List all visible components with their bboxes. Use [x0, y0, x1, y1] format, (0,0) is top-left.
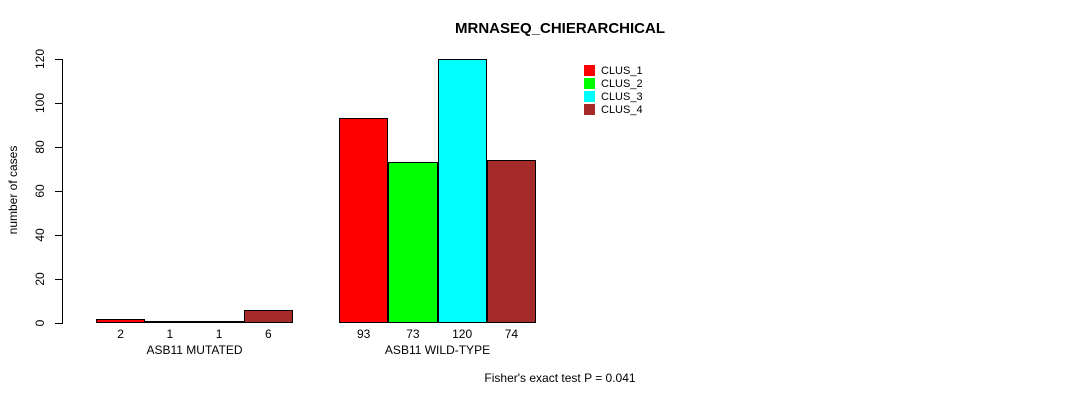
- bar-value-label-clus-4-asb11-mutated: 6: [265, 327, 272, 341]
- bar-value-label-clus-3-asb11-mutated: 1: [215, 327, 223, 341]
- bar-clus-3-asb11-mutated: [195, 321, 244, 323]
- legend-item-clus-1: CLUS_1: [584, 64, 643, 77]
- y-axis-tick-label-120: 120: [33, 48, 47, 70]
- legend-item-clus-4: CLUS_4: [584, 103, 643, 116]
- legend-label-clus-2: CLUS_2: [601, 77, 643, 90]
- legend-label-clus-4: CLUS_4: [601, 103, 643, 116]
- bar-clus-4-asb11-mutated: [244, 310, 293, 323]
- bar-value-label-clus-2-asb11-mutated: 1: [166, 327, 174, 341]
- y-axis-tick-80: [55, 147, 62, 148]
- y-axis-tick-100: [55, 103, 62, 104]
- x-group-label-asb11-mutated: ASB11 MUTATED: [146, 343, 243, 357]
- legend-swatch-clus-3: [584, 91, 595, 102]
- bar-clus-2-asb11-wild-type: [388, 162, 438, 323]
- legend-swatch-clus-1: [584, 65, 595, 76]
- y-axis-title: number of cases: [6, 145, 20, 235]
- legend-swatch-clus-2: [584, 78, 595, 89]
- bar-value-label-clus-1-asb11-wild-type: 93: [356, 327, 371, 341]
- bar-clus-1-asb11-mutated: [96, 319, 145, 323]
- y-axis-tick-20: [55, 279, 62, 280]
- legend-item-clus-3: CLUS_3: [584, 90, 643, 103]
- bar-clus-3-asb11-wild-type: [438, 59, 487, 323]
- legend: CLUS_1 CLUS_2 CLUS_3 CLUS_4: [584, 64, 643, 116]
- legend-item-clus-2: CLUS_2: [584, 77, 643, 90]
- legend-label-clus-1: CLUS_1: [601, 64, 643, 77]
- bar-clus-4-asb11-wild-type: [487, 160, 536, 323]
- y-axis-line: [62, 59, 63, 324]
- y-axis-tick-label-100: 100: [33, 92, 47, 114]
- legend-swatch-clus-4: [584, 104, 595, 115]
- fisher-test-annotation: Fisher's exact test P = 0.041: [484, 371, 636, 385]
- x-group-label-asb11-wild-type: ASB11 WILD-TYPE: [384, 343, 491, 357]
- y-axis-tick-label-40: 40: [33, 228, 47, 242]
- y-axis-tick-120: [55, 59, 62, 60]
- bar-clus-2-asb11-mutated: [145, 321, 195, 323]
- y-axis-tick-label-20: 20: [33, 272, 47, 286]
- y-axis-tick-label-0: 0: [33, 319, 47, 327]
- y-axis-tick-label-60: 60: [33, 184, 47, 198]
- y-axis-tick-label-80: 80: [33, 140, 47, 154]
- bar-value-label-clus-2-asb11-wild-type: 73: [406, 327, 420, 341]
- chart-title: MRNASEQ_CHIERARCHICAL: [454, 20, 666, 37]
- bar-value-label-clus-1-asb11-mutated: 2: [117, 327, 124, 341]
- bar-value-label-clus-4-asb11-wild-type: 74: [504, 327, 519, 341]
- y-axis-tick-60: [55, 191, 62, 192]
- y-axis-tick-0: [55, 323, 62, 324]
- bar-value-label-clus-3-asb11-wild-type: 120: [452, 327, 473, 341]
- bar-clus-1-asb11-wild-type: [339, 118, 388, 323]
- legend-label-clus-3: CLUS_3: [601, 90, 643, 103]
- y-axis-tick-40: [55, 235, 62, 236]
